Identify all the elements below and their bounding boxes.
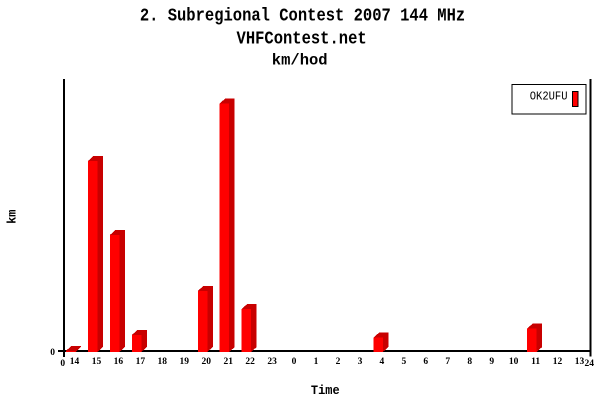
svg-text:4: 4 bbox=[380, 357, 385, 367]
svg-text:16: 16 bbox=[114, 357, 124, 367]
svg-text:km: km bbox=[6, 209, 20, 223]
svg-text:6: 6 bbox=[423, 357, 428, 367]
svg-text:0: 0 bbox=[50, 348, 55, 358]
svg-text:15: 15 bbox=[92, 357, 102, 367]
svg-text:7: 7 bbox=[445, 357, 450, 367]
svg-text:km/hod: km/hod bbox=[272, 52, 328, 70]
svg-text:20: 20 bbox=[201, 357, 211, 367]
svg-text:12: 12 bbox=[553, 357, 563, 367]
svg-text:0: 0 bbox=[292, 357, 297, 367]
svg-text:2: 2 bbox=[336, 357, 341, 367]
svg-text:19: 19 bbox=[180, 357, 190, 367]
svg-text:VHFContest.net: VHFContest.net bbox=[237, 30, 367, 50]
svg-text:3: 3 bbox=[358, 357, 363, 367]
svg-text:23: 23 bbox=[267, 357, 277, 367]
svg-text:Time: Time bbox=[311, 384, 340, 398]
svg-text:10: 10 bbox=[509, 357, 519, 367]
svg-text:17: 17 bbox=[136, 357, 146, 367]
svg-text:18: 18 bbox=[158, 357, 168, 367]
svg-text:14: 14 bbox=[70, 357, 80, 367]
svg-text:22: 22 bbox=[245, 357, 255, 367]
svg-text:OK2UFU: OK2UFU bbox=[530, 91, 568, 104]
svg-text:21: 21 bbox=[223, 357, 233, 367]
svg-text:11: 11 bbox=[531, 357, 540, 367]
svg-text:9: 9 bbox=[489, 357, 494, 367]
svg-text:1: 1 bbox=[314, 357, 319, 367]
svg-text:0: 0 bbox=[60, 359, 65, 369]
svg-text:24: 24 bbox=[585, 359, 595, 369]
svg-text:5: 5 bbox=[401, 357, 406, 367]
svg-text:2. Subregional Contest 2007 14: 2. Subregional Contest 2007 144 MHz bbox=[140, 7, 465, 27]
svg-text:8: 8 bbox=[467, 357, 472, 367]
svg-text:13: 13 bbox=[575, 357, 585, 367]
